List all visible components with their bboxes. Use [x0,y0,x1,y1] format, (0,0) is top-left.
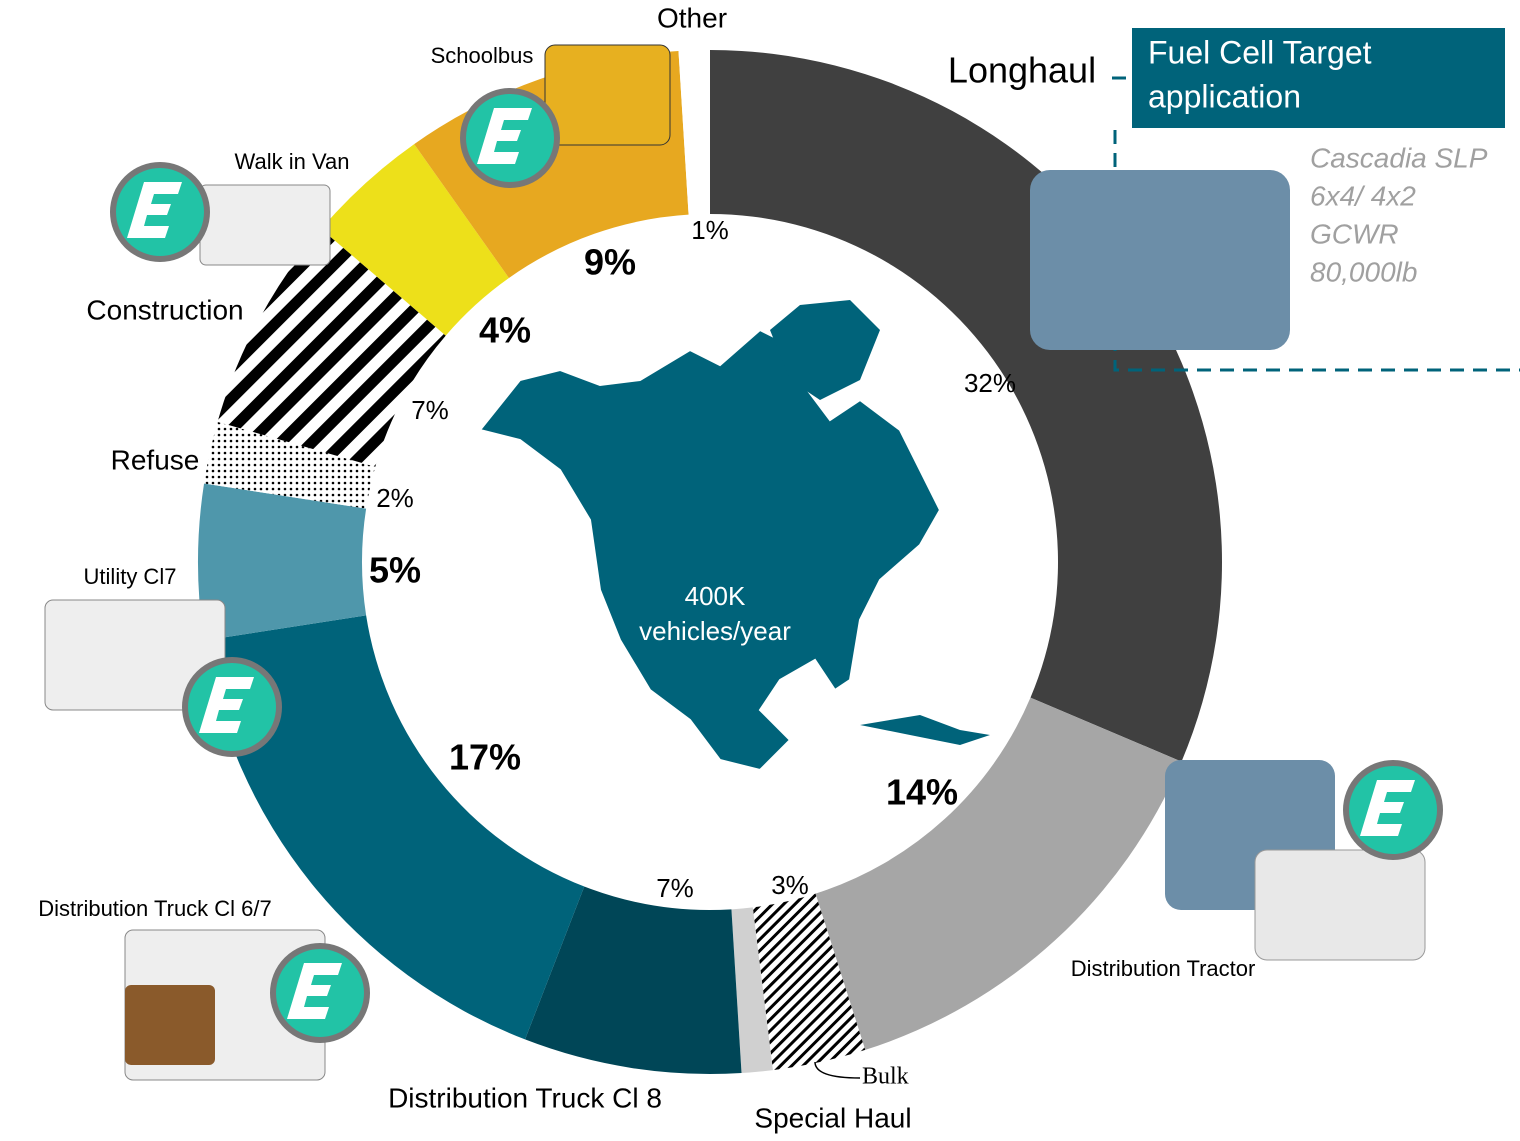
callout-detail: GCWR [1310,218,1399,249]
value-label: 3% [771,870,809,900]
page: 400K vehicles/year Fuel Cell Target appl… [0,0,1520,1136]
callout-detail: 80,000lb [1310,256,1417,287]
category-label: Refuse [111,444,200,475]
leader-line [815,1062,860,1078]
center-label: 400K [685,581,746,611]
value-label: 32% [964,368,1016,398]
center-label: vehicles/year [639,616,791,646]
value-label: 7% [656,873,694,903]
callout-title: application [1148,78,1301,114]
category-label: Distribution Truck Cl 6/7 [38,896,272,921]
value-label: 14% [886,772,958,813]
value-label: 1% [691,215,729,245]
category-label: Distribution Tractor [1071,956,1256,981]
value-label: 17% [449,737,521,778]
category-label: Longhaul [948,50,1096,91]
category-label: Utility Cl7 [84,564,177,589]
category-label: Schoolbus [431,43,534,68]
value-label: 2% [376,483,414,513]
chart: 400K vehicles/year Fuel Cell Target appl… [0,0,1520,1136]
callout-title: Fuel Cell Target [1148,34,1372,70]
value-label: 5% [369,550,421,591]
value-label: 7% [411,395,449,425]
category-label: Distribution Truck Cl 8 [388,1082,662,1113]
category-label: Walk in Van [235,149,350,174]
value-label: 4% [479,310,531,351]
value-label: 9% [584,242,636,283]
map-caribbean [860,715,990,745]
map [480,330,940,770]
callout-detail: 6x4/ 4x2 [1310,180,1416,211]
category-label: Special Haul [754,1102,911,1133]
category-label: Construction [86,294,243,325]
category-label: Bulk [862,1064,909,1090]
category-label: Other [657,2,727,33]
slice [815,698,1181,1050]
callout-detail: Cascadia SLP [1310,142,1488,173]
